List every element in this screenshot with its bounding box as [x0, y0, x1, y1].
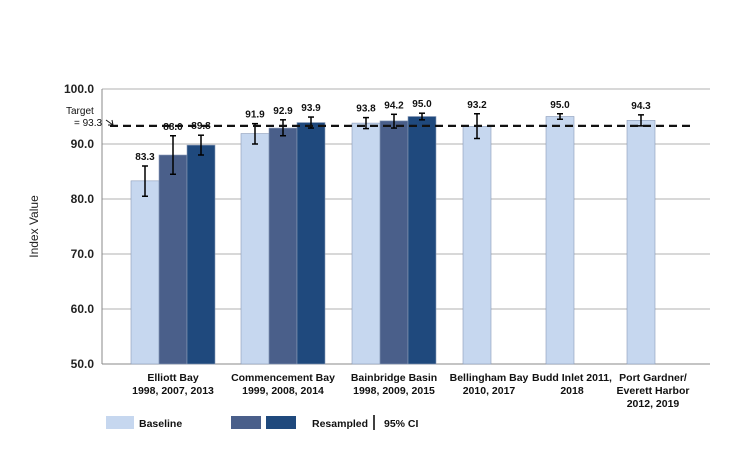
data-label: 92.9 — [273, 106, 293, 117]
y-tick-label: 80.0 — [71, 192, 95, 206]
y-tick-label: 60.0 — [71, 302, 95, 316]
y-tick-label: 70.0 — [71, 247, 95, 261]
category-label: 1998, 2009, 2015 — [353, 385, 435, 397]
category-label: Elliott Bay — [147, 372, 199, 384]
y-tick-label: 50.0 — [71, 357, 95, 371]
data-label: 93.9 — [301, 103, 321, 114]
legend-label-resampled: Resampled — [312, 418, 368, 430]
y-axis-title: Index Value — [27, 195, 41, 258]
data-label: 94.3 — [631, 101, 651, 112]
legend-swatch-baseline — [106, 416, 134, 429]
bar — [462, 126, 492, 365]
category-label: Commencement Bay — [231, 372, 335, 384]
category-label: 2012, 2019 — [627, 398, 680, 410]
bar — [130, 180, 160, 365]
category-label: Bellingham Bay — [450, 372, 529, 384]
data-label: 95.0 — [412, 99, 432, 110]
bar — [296, 122, 326, 365]
target-arrow-icon — [105, 119, 114, 126]
category-label: 2018 — [560, 385, 584, 397]
y-tick-label: 90.0 — [71, 137, 95, 151]
category-label: Port Gardner/ — [619, 372, 687, 384]
legend-label-baseline: Baseline — [139, 418, 182, 430]
data-label: 93.8 — [356, 104, 376, 115]
data-label: 94.2 — [384, 100, 404, 111]
bar — [379, 120, 409, 365]
category-label: 1998, 2007, 2013 — [132, 385, 214, 397]
data-label: 91.9 — [245, 110, 265, 121]
category-label: Everett Harbor — [617, 385, 690, 397]
bar — [186, 144, 216, 365]
bar — [158, 154, 188, 365]
legend-label-ci: 95% CI — [384, 418, 419, 430]
legend-swatch-resampled-1 — [231, 416, 261, 429]
bar — [545, 116, 575, 365]
data-label: 88.0 — [163, 122, 183, 133]
legend-swatch-resampled-2 — [266, 416, 296, 429]
bar — [626, 120, 656, 365]
category-label: 2010, 2017 — [463, 385, 516, 397]
data-label: 93.2 — [467, 100, 487, 111]
bar — [268, 127, 298, 365]
target-label: Target — [66, 106, 94, 117]
category-label: Budd Inlet 2011, — [532, 372, 612, 384]
data-label: 95.0 — [550, 100, 570, 111]
y-tick-label: 100.0 — [64, 82, 94, 96]
category-label: Bainbridge Basin — [351, 372, 437, 384]
category-label: 1999, 2008, 2014 — [242, 385, 324, 397]
data-label: 83.3 — [135, 152, 155, 163]
target-label: = 93.3 — [74, 118, 103, 129]
bar — [407, 116, 437, 365]
bar — [240, 133, 270, 365]
bar — [351, 122, 381, 365]
